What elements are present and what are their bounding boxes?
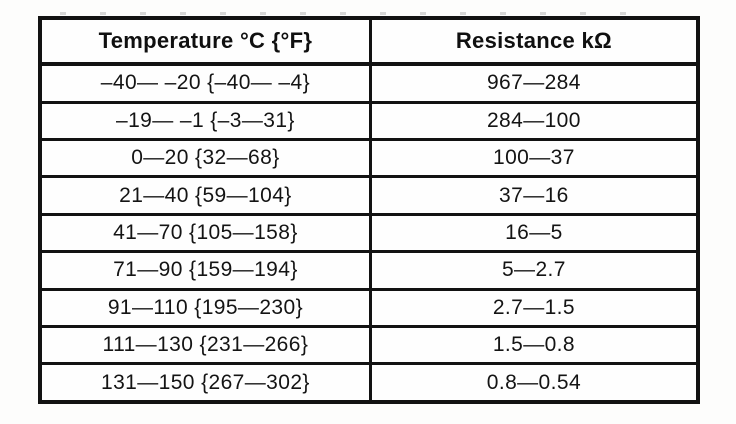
resistance-cell: 2.7—1.5 bbox=[368, 287, 700, 329]
temperature-cell: 41—70 {105—158} bbox=[38, 212, 372, 254]
table-row: –40— –20 {–40— –4} 967—284 bbox=[38, 62, 700, 104]
temperature-cell: –19— –1 {–3—31} bbox=[38, 100, 372, 141]
header-row: Temperature °C {°F} Resistance kΩ bbox=[38, 16, 700, 66]
table-row: 131—150 {267—302} 0.8—0.54 bbox=[38, 362, 700, 404]
table-row: 91—110 {195—230} 2.7—1.5 bbox=[38, 287, 700, 329]
temperature-cell: 71—90 {159—194} bbox=[38, 250, 372, 291]
temperature-cell: 131—150 {267—302} bbox=[38, 362, 372, 404]
table-row: 111—130 {231—266} 1.5—0.8 bbox=[38, 324, 700, 366]
table-row: 21—40 {59—104} 37—16 bbox=[38, 175, 700, 216]
resistance-cell: 284—100 bbox=[368, 100, 700, 141]
temperature-cell: 21—40 {59—104} bbox=[38, 175, 372, 216]
temperature-cell: 0—20 {32—68} bbox=[38, 137, 372, 179]
temperature-cell: 91—110 {195—230} bbox=[38, 287, 372, 329]
resistance-cell: 37—16 bbox=[368, 175, 700, 216]
temperature-cell: –40— –20 {–40— –4} bbox=[38, 62, 372, 104]
table-row: 71—90 {159—194} 5—2.7 bbox=[38, 250, 700, 291]
scan-artifact bbox=[60, 12, 660, 15]
column-header-resistance: Resistance kΩ bbox=[368, 16, 700, 66]
table-row: 41—70 {105—158} 16—5 bbox=[38, 212, 700, 254]
resistance-cell: 0.8—0.54 bbox=[368, 362, 700, 404]
resistance-cell: 1.5—0.8 bbox=[368, 324, 700, 366]
table-row: 0—20 {32—68} 100—37 bbox=[38, 137, 700, 179]
resistance-cell: 16—5 bbox=[368, 212, 700, 254]
resistance-cell: 5—2.7 bbox=[368, 250, 700, 291]
temperature-cell: 111—130 {231—266} bbox=[38, 324, 372, 366]
column-header-temperature: Temperature °C {°F} bbox=[38, 16, 372, 66]
resistance-cell: 967—284 bbox=[368, 62, 700, 104]
temperature-resistance-table: Temperature °C {°F} Resistance kΩ –40— –… bbox=[38, 16, 700, 404]
table-row: –19— –1 {–3—31} 284—100 bbox=[38, 100, 700, 141]
resistance-cell: 100—37 bbox=[368, 137, 700, 179]
